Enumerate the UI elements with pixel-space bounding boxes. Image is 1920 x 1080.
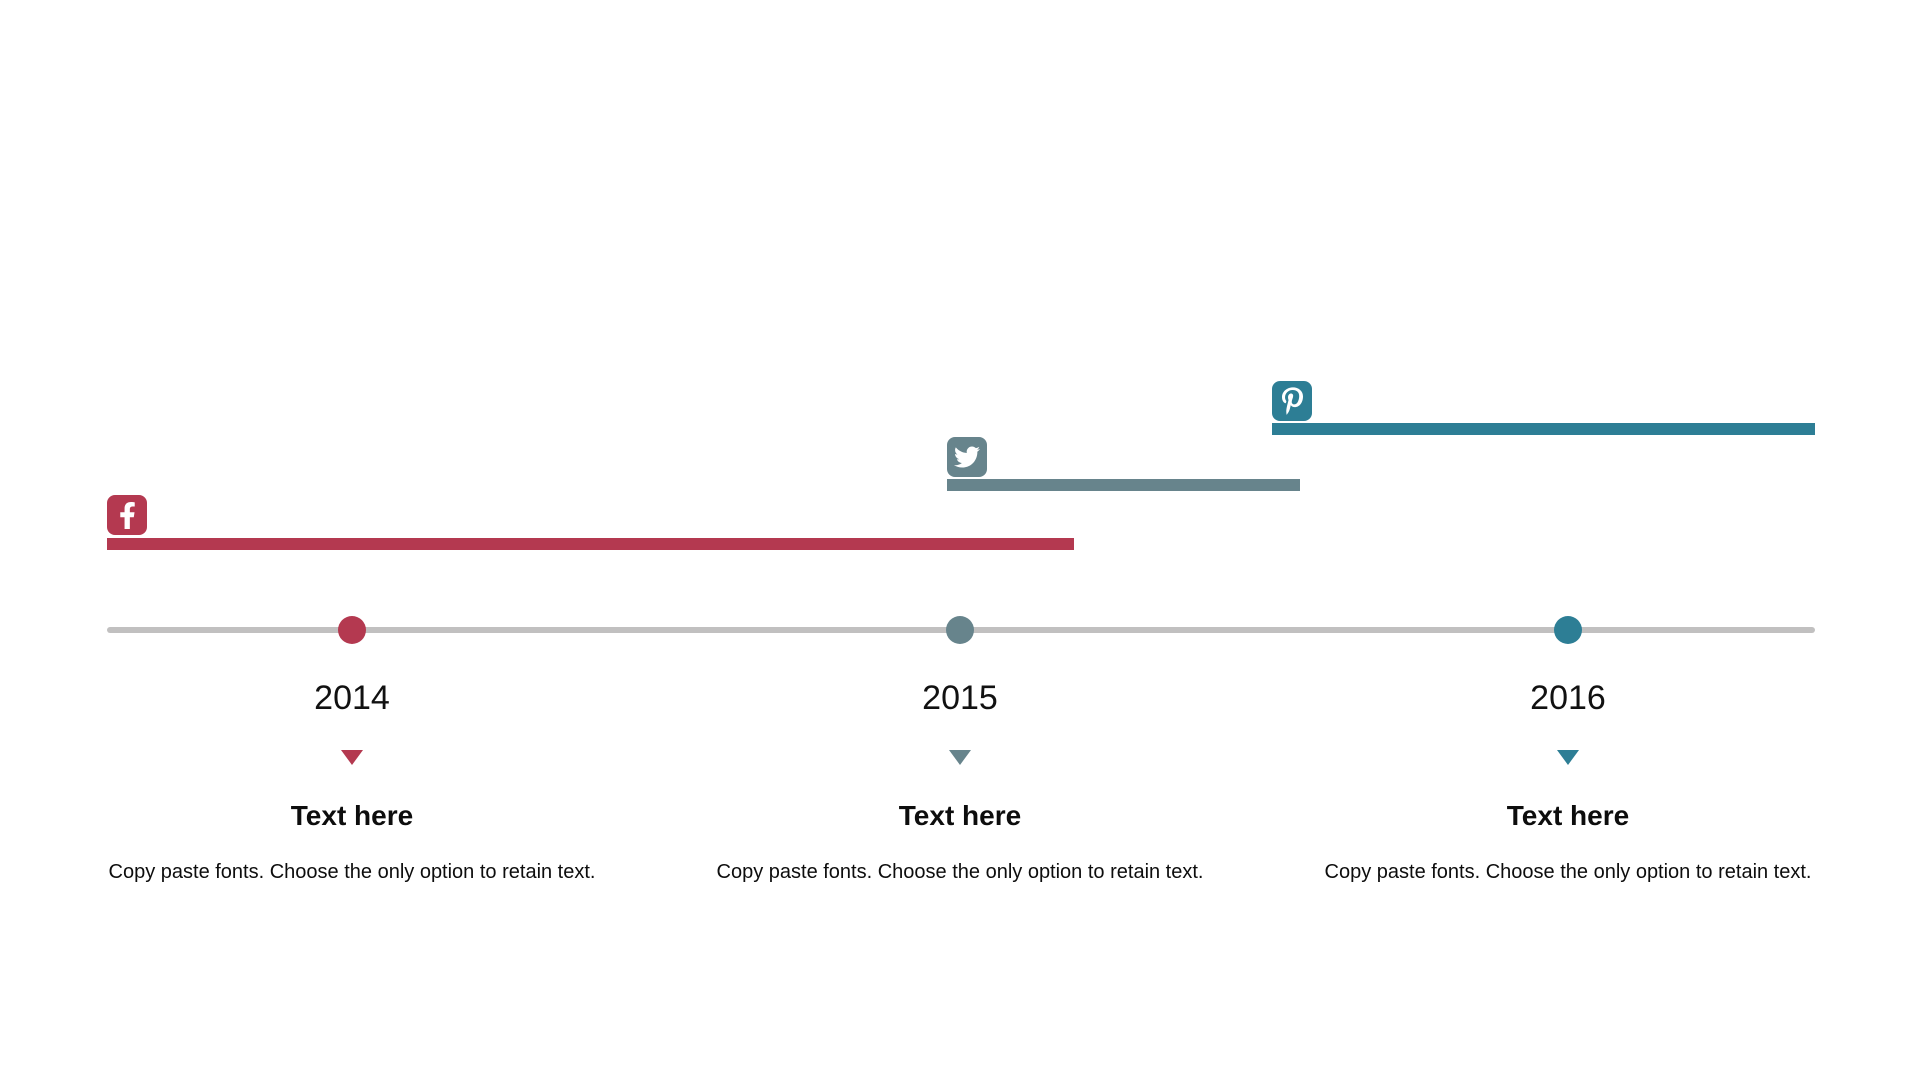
facebook-duration-bar — [107, 538, 1074, 550]
facebook-icon — [107, 495, 147, 535]
pinterest-icon — [1272, 381, 1312, 421]
year-label: 2015 — [922, 679, 998, 717]
timeline-dot-2014 — [338, 616, 366, 644]
event-title: Text here — [898, 800, 1022, 831]
year-label: 2014 — [314, 679, 390, 717]
event-description: Copy paste fonts. Choose the only option… — [1324, 861, 1812, 883]
event-description: Copy paste fonts. Choose the only option… — [716, 861, 1204, 883]
down-arrow-icon — [949, 750, 971, 765]
down-arrow-icon — [341, 750, 363, 765]
event-column-2016: 2016 Text here Copy paste fonts. Choose … — [1268, 676, 1868, 891]
event-description: Copy paste fonts. Choose the only option… — [108, 861, 596, 883]
event-title: Text here — [290, 800, 414, 831]
event-column-2014: 2014 Text here Copy paste fonts. Choose … — [52, 676, 652, 891]
event-column-2015: 2015 Text here Copy paste fonts. Choose … — [660, 676, 1260, 891]
timeline-dot-2015 — [946, 616, 974, 644]
year-label: 2016 — [1530, 679, 1606, 717]
event-title: Text here — [1506, 800, 1630, 831]
timeline-dot-2016 — [1554, 616, 1582, 644]
twitter-duration-bar — [947, 479, 1300, 491]
down-arrow-icon — [1557, 750, 1579, 765]
twitter-icon — [947, 437, 987, 477]
pinterest-duration-bar — [1272, 423, 1815, 435]
